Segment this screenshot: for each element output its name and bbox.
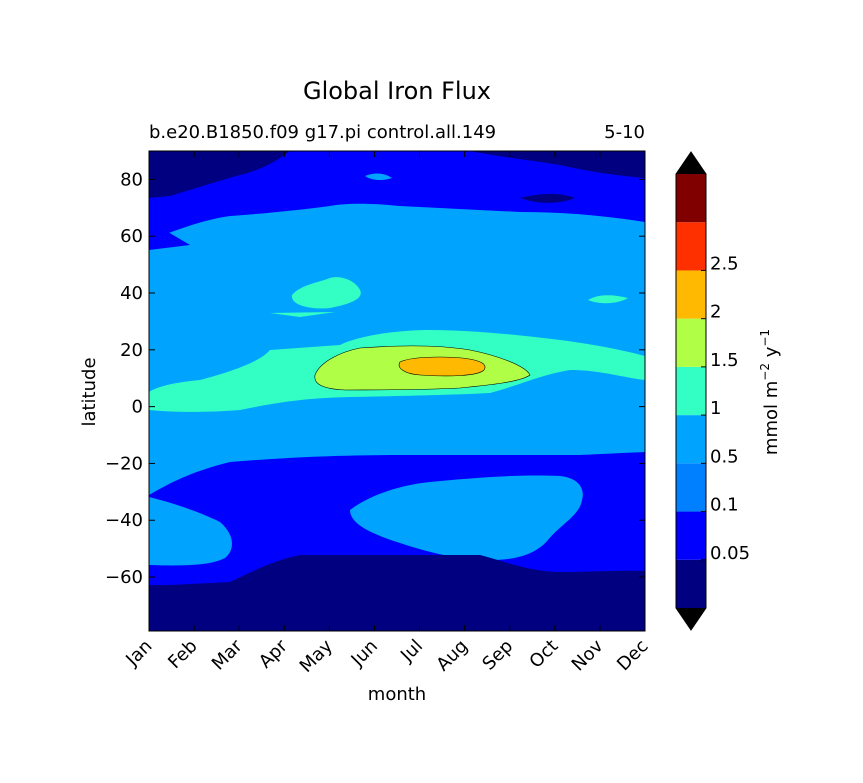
x-tick-label: Jun	[347, 636, 382, 671]
chart-subtitle-right: 5-10	[604, 122, 645, 143]
colorbar-segment	[676, 366, 706, 416]
x-axis-label: month	[368, 684, 426, 705]
colorbar-tick-label: 0.5	[710, 446, 739, 467]
region-south-pacific-pocket	[350, 475, 583, 560]
y-tick-label: 20	[120, 340, 143, 361]
x-tick-label: Aug	[432, 636, 472, 676]
colorbar-extend-max	[676, 152, 706, 174]
region-west-blue-tongue	[149, 200, 220, 250]
plot-frame	[148, 150, 646, 632]
colorbar-segment	[676, 270, 706, 319]
x-tick-label: Apr	[255, 635, 292, 672]
y-tick-label: 80	[120, 169, 143, 190]
y-tick-label: 0	[132, 397, 143, 418]
x-tick-label: Oct	[525, 636, 562, 673]
colorbar-segment	[676, 415, 706, 464]
region-east-small-patch	[588, 295, 628, 304]
colorbar-segment	[676, 559, 706, 608]
y-tick-label: 40	[120, 283, 143, 304]
region-arctic-blue	[149, 151, 645, 240]
x-tick-label: Jan	[121, 636, 156, 671]
region-arctic-navy-right	[470, 151, 645, 178]
y-tick-label: 60	[120, 226, 143, 247]
region-arctic-patch	[365, 173, 392, 181]
region-arctic-navy	[149, 151, 290, 198]
colorbar-frame	[675, 151, 707, 631]
chart-title: Global Iron Flux	[303, 77, 491, 105]
x-tick-label: Jul	[396, 636, 427, 667]
x-tick-label: Sep	[478, 636, 517, 675]
region-north-subtropical-sliver	[270, 312, 335, 317]
x-tick-label: Mar	[208, 635, 247, 674]
y-tick-label: −40	[105, 510, 143, 531]
region-arctic-navy-spot	[520, 193, 575, 203]
colorbar-label: mmol m−2 y−1	[758, 329, 782, 455]
colorbar-tick-label: 0.05	[710, 543, 750, 564]
x-tick-label: Dec	[613, 636, 652, 675]
contour-field	[149, 151, 645, 631]
y-tick-label: −60	[105, 567, 143, 588]
colorbar-segment	[676, 511, 706, 560]
colorbar-segment	[676, 463, 706, 512]
x-tick-label: May	[296, 635, 337, 676]
colorbar-segment	[676, 174, 706, 223]
chart-subtitle-left: b.e20.B1850.f09 g17.pi control.all.149	[149, 122, 496, 143]
colorbar-tick-label: 2	[710, 302, 721, 323]
colorbar-tick-label: 0.1	[710, 495, 739, 516]
region-southwest-pocket	[149, 497, 232, 566]
y-axis-label: latitude	[79, 357, 100, 426]
colorbar-extend-min	[676, 608, 706, 630]
colorbar-tick-label: 1	[710, 398, 721, 419]
colorbar-segment	[676, 222, 706, 271]
region-north-subtropical-patch	[291, 277, 361, 309]
y-tick-label: −20	[105, 453, 143, 474]
colorbar-tick-label: 1.5	[710, 350, 739, 371]
y-axis: 80 60 40 20 0 −20 −40 −60	[105, 169, 645, 588]
colorbar: 0.05 0.1 0.5 1 1.5 2 2.5	[675, 151, 750, 631]
colorbar-tick-label: 2.5	[710, 253, 739, 274]
region-deep-south-navy	[149, 555, 645, 631]
x-tick-label: Feb	[164, 636, 201, 673]
colorbar-segment	[676, 318, 706, 367]
x-tick-label: Nov	[568, 635, 608, 675]
region-dust-max	[398, 356, 486, 377]
